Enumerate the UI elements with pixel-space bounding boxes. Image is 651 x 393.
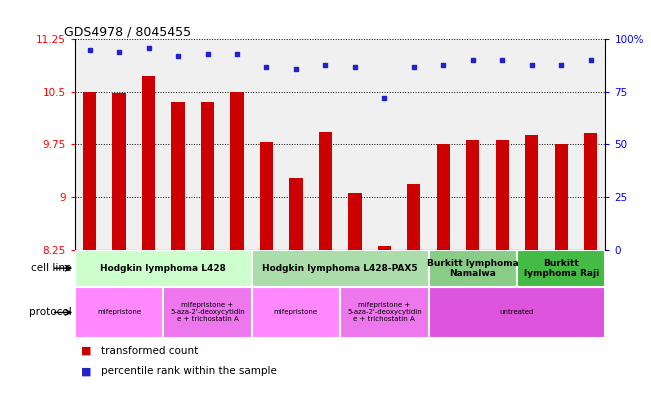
Bar xyxy=(525,135,538,250)
Bar xyxy=(142,77,155,250)
Bar xyxy=(319,132,332,250)
Point xyxy=(85,47,95,53)
Bar xyxy=(584,133,598,250)
Point xyxy=(497,57,508,64)
Point xyxy=(202,51,213,57)
Bar xyxy=(555,144,568,250)
Text: mifepristone: mifepristone xyxy=(274,309,318,316)
Point xyxy=(438,61,449,68)
Text: mifepristone: mifepristone xyxy=(97,309,141,316)
Text: Hodgkin lymphoma L428: Hodgkin lymphoma L428 xyxy=(100,264,227,273)
Bar xyxy=(201,102,214,250)
Text: GDS4978 / 8045455: GDS4978 / 8045455 xyxy=(64,25,191,38)
Text: Burkitt
lymphoma Raji: Burkitt lymphoma Raji xyxy=(523,259,599,278)
Bar xyxy=(348,193,361,250)
Text: percentile rank within the sample: percentile rank within the sample xyxy=(101,366,277,376)
Bar xyxy=(83,92,96,250)
Point xyxy=(350,64,360,70)
Bar xyxy=(113,93,126,250)
Text: cell line: cell line xyxy=(31,263,72,273)
Bar xyxy=(163,287,252,338)
Bar xyxy=(230,92,243,250)
Point xyxy=(585,57,596,64)
Point xyxy=(556,61,566,68)
Bar xyxy=(517,250,605,287)
Bar xyxy=(171,102,185,250)
Text: Burkitt lymphoma
Namalwa: Burkitt lymphoma Namalwa xyxy=(427,259,519,278)
Bar xyxy=(252,250,428,287)
Text: Hodgkin lymphoma L428-PAX5: Hodgkin lymphoma L428-PAX5 xyxy=(262,264,418,273)
Bar xyxy=(252,287,340,338)
Bar xyxy=(340,287,428,338)
Point xyxy=(320,61,331,68)
Bar xyxy=(408,184,421,250)
Bar xyxy=(466,140,479,250)
Point xyxy=(527,61,537,68)
Bar xyxy=(495,140,509,250)
Point xyxy=(409,64,419,70)
Bar xyxy=(75,250,252,287)
Text: mifepristone +
5-aza-2'-deoxycytidin
e + trichostatin A: mifepristone + 5-aza-2'-deoxycytidin e +… xyxy=(170,303,245,322)
Bar xyxy=(260,142,273,250)
Bar xyxy=(75,287,163,338)
Text: mifepristone +
5-aza-2'-deoxycytidin
e + trichostatin A: mifepristone + 5-aza-2'-deoxycytidin e +… xyxy=(347,303,422,322)
Text: untreated: untreated xyxy=(500,309,534,316)
Bar xyxy=(289,178,303,250)
Point xyxy=(143,44,154,51)
Point xyxy=(379,95,389,101)
Text: protocol: protocol xyxy=(29,307,72,318)
Bar xyxy=(437,144,450,250)
Bar xyxy=(428,287,605,338)
Text: ■: ■ xyxy=(81,366,92,376)
Text: ■: ■ xyxy=(81,346,92,356)
Point xyxy=(291,66,301,72)
Bar xyxy=(378,246,391,250)
Point xyxy=(173,53,183,59)
Bar xyxy=(428,250,517,287)
Point xyxy=(467,57,478,64)
Point xyxy=(261,64,271,70)
Point xyxy=(114,49,124,55)
Point xyxy=(232,51,242,57)
Text: transformed count: transformed count xyxy=(101,346,198,356)
